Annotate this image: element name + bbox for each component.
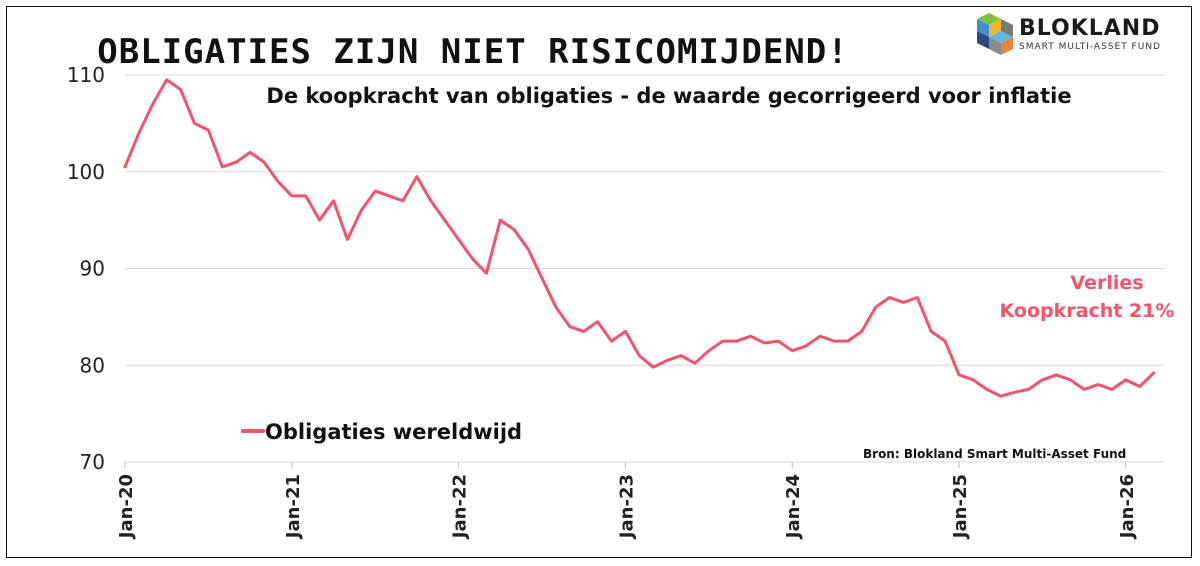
x-axis: Jan-20 Jan-21 Jan-22 Jan-23 Jan-24 Jan-25 Jan-… bbox=[116, 462, 1138, 540]
chart-frame: OBLIGATIES ZIJN NIET RISICOMIJDEND! De k… bbox=[6, 6, 1192, 558]
cube-logo-icon bbox=[977, 13, 1013, 55]
blokland-logo: BLOKLAND SMART MULTI-ASSET FUND bbox=[977, 13, 1161, 55]
gridlines bbox=[125, 74, 1165, 463]
legend-label: Obligaties wereldwijd bbox=[265, 420, 522, 444]
y-tick-label: 100 bbox=[67, 160, 105, 184]
logo-subtitle: SMART MULTI-ASSET FUND bbox=[1019, 42, 1161, 52]
chart: OBLIGATIES ZIJN NIET RISICOMIJDEND! De k… bbox=[67, 13, 1175, 540]
y-tick-label: 80 bbox=[80, 353, 105, 377]
source-note: Bron: Blokland Smart Multi-Asset Fund bbox=[863, 447, 1126, 461]
logo-name: BLOKLAND bbox=[1019, 16, 1160, 41]
x-tick-label: Jan-21 bbox=[283, 474, 304, 540]
annotation-line-2: Koopkracht 21% bbox=[1000, 300, 1175, 322]
y-tick-label: 110 bbox=[67, 63, 105, 87]
series-line-obligaties-wereldwijd bbox=[123, 78, 1156, 398]
y-tick-label: 90 bbox=[80, 257, 105, 281]
chart-subtitle: De koopkracht van obligaties - de waarde… bbox=[266, 84, 1071, 108]
y-tick-label: 70 bbox=[80, 450, 105, 474]
x-tick-label: Jan-22 bbox=[450, 474, 471, 540]
x-tick-label: Jan-25 bbox=[950, 474, 971, 540]
x-tick-label: Jan-24 bbox=[783, 474, 804, 540]
x-tick-label: Jan-20 bbox=[116, 474, 137, 540]
y-axis: 70 80 90 100 110 bbox=[67, 63, 105, 474]
chart-title: OBLIGATIES ZIJN NIET RISICOMIJDEND! bbox=[97, 32, 848, 72]
x-tick-label: Jan-26 bbox=[1117, 474, 1138, 540]
x-tick-label: Jan-23 bbox=[616, 474, 637, 540]
annotation-line-1: Verlies bbox=[1070, 272, 1143, 294]
legend: Obligaties wereldwijd bbox=[241, 420, 522, 444]
